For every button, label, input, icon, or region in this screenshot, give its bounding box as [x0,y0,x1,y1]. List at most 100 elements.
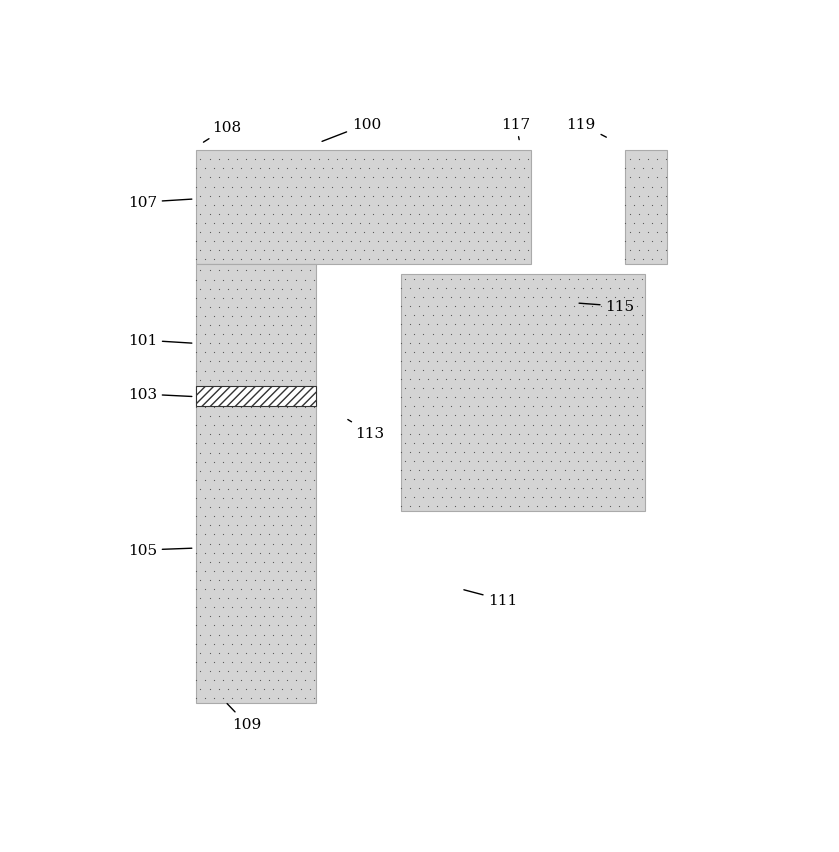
Point [430,428,444,441]
Point [430,354,444,368]
Point [399,181,412,194]
Point [513,208,526,222]
Point [394,428,408,441]
Point [226,474,239,487]
Point [417,455,430,469]
Point [194,319,207,332]
Point [539,337,553,350]
Point [230,264,243,278]
Point [271,400,284,414]
Point [194,171,207,185]
Point [362,217,376,231]
Point [308,619,321,632]
Point [271,474,284,487]
Point [221,264,234,278]
Point [494,337,508,350]
Point [280,346,294,360]
Point [216,310,230,324]
Point [271,383,284,396]
Point [622,354,635,368]
Point [517,364,530,377]
Point [612,354,626,368]
Point [571,291,585,304]
Point [216,455,230,469]
Point [294,264,307,278]
Point [226,419,239,433]
Point [517,199,530,212]
Point [294,446,307,460]
Point [239,208,253,222]
Point [585,319,598,332]
Point [344,253,357,267]
Point [494,354,508,368]
Point [212,482,226,496]
Point [367,245,380,258]
Point [262,328,275,342]
Point [654,235,668,249]
Point [549,463,562,477]
Point [659,245,673,258]
Point [576,391,590,405]
Point [481,273,494,286]
Point [280,564,294,578]
Point [549,337,562,350]
Point [194,208,207,222]
Point [212,665,226,678]
Point [212,610,226,624]
Point [303,355,316,369]
Point [235,181,248,194]
Bar [195,151,531,265]
Point [303,319,316,332]
Point [472,217,485,231]
Point [567,354,581,368]
Point [348,171,362,185]
Point [248,410,262,423]
Point [216,253,230,267]
Text: 100: 100 [322,118,381,142]
Point [226,253,239,267]
Point [207,437,221,451]
Point [226,437,239,451]
Point [235,217,248,231]
Point [412,354,425,368]
Point [203,410,216,423]
Point [294,208,307,222]
Point [545,291,558,304]
Point [212,573,226,587]
Point [248,464,262,478]
Point [562,473,576,486]
Point [239,446,253,460]
Point [212,301,226,314]
Point [289,692,303,705]
Point [230,245,243,258]
Point [303,501,316,515]
Point [394,300,408,314]
Point [430,373,444,387]
Point [194,519,207,532]
Point [294,319,307,332]
Point [430,482,444,496]
Point [189,583,203,596]
Point [449,337,462,350]
Point [472,491,485,504]
Point [226,163,239,176]
Point [203,537,216,550]
Point [276,190,289,204]
Point [284,153,298,167]
Point [585,373,598,387]
Point [562,491,576,504]
Point [562,400,576,414]
Point [198,564,211,578]
Point [253,181,266,194]
Point [654,199,668,212]
Point [594,300,607,314]
Point [294,392,307,406]
Point [226,199,239,212]
Point [239,337,253,351]
Point [485,208,498,222]
Point [466,190,480,204]
Point [289,163,303,176]
Point [316,181,330,194]
Point [599,455,612,469]
Point [617,491,630,504]
